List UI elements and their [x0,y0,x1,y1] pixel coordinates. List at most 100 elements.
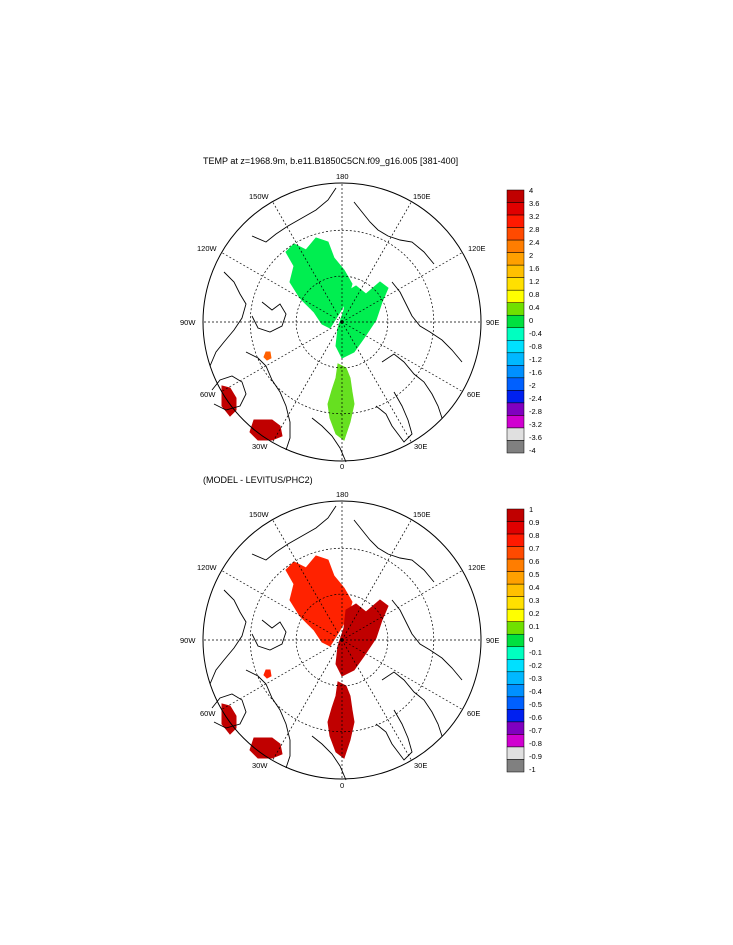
coastline [381,671,443,737]
map-boundary [202,182,482,462]
meridian-line [221,570,343,641]
meridian-line [221,252,343,323]
coastline [251,619,287,651]
data-field-layer [221,555,389,759]
cb2-label: -0.2 [529,661,542,670]
field-eurasian-basin [335,281,389,359]
panel2-title: (MODEL - LEVITUS/PHC2) [203,475,313,485]
p1-lon-120w: 120W [197,244,217,253]
meridian-line [272,519,343,641]
p2-lon-90w: 90W [180,636,196,645]
colorbar-swatch [506,633,525,648]
cb1-label: 3.6 [529,199,540,208]
cb1-label: 3.2 [529,212,540,221]
colorbar-swatch [506,759,525,773]
coastline [375,709,413,761]
cb2-label: 1 [529,505,534,514]
p1-lon-30e: 30E [414,442,428,451]
p2-lon-150w: 150W [249,510,269,519]
field-eurasian-basin [335,599,389,677]
colorbar-swatch [506,440,525,454]
coastline [245,351,291,451]
cb1-label: 1.2 [529,277,540,286]
meridian-line [341,252,463,323]
coastline [251,187,337,243]
cb1-label: -1.2 [529,355,542,364]
colorbar-swatch [506,721,525,735]
coastline-layer [209,187,463,463]
meridian-line [341,570,463,641]
colorbar-swatch [506,659,525,673]
p1-lon-0: 0 [340,462,345,471]
cb1-label: 4 [529,186,534,195]
p2-lon-90e: 90E [486,636,500,645]
p1-lon-60e: 60E [467,390,481,399]
coastline [245,669,291,769]
colorbar-swatch [506,696,525,710]
cb1-label: -3.2 [529,420,542,429]
cb1-label: 0.4 [529,303,540,312]
meridian-line [272,201,343,323]
p2-lon-150e: 150E [413,510,431,519]
cb1-label: -2.8 [529,407,542,416]
cb2-label: 0.7 [529,544,540,553]
cb2-label: 0.6 [529,557,540,566]
map-boundary [202,500,482,780]
coastline [211,693,247,729]
colorbar-swatch [506,684,525,698]
field-irminger [249,419,283,441]
cb1-label: -2.4 [529,394,542,403]
p1-lon-60w: 60W [200,390,216,399]
coastline [375,391,413,443]
meridian-line [221,321,343,392]
p1-lon-90w: 90W [180,318,196,327]
cb2-label: 0.3 [529,596,540,605]
p1-lon-120e: 120E [468,244,486,253]
cb2-label: -0.8 [529,739,542,748]
cb2-label: -0.1 [529,648,542,657]
colorbar-swatch [506,533,525,547]
colorbar-swatch [506,621,525,635]
cb1-label: 2.4 [529,238,540,247]
p2-lon-30w: 30W [252,761,268,770]
cb1-label: 2 [529,251,534,260]
coastline [311,417,347,463]
colorbar-swatch [506,558,525,572]
colorbar-swatch [506,671,525,685]
coastline [381,353,443,419]
coastline [209,271,247,367]
colorbar-swatch [506,746,525,760]
p2-lon-60e: 60E [467,709,481,718]
cb1-label: 0.8 [529,290,540,299]
latitude-circle [249,229,435,415]
coastline [391,281,463,363]
cb2-label: -1 [529,765,536,774]
p2-lon-120e: 120E [468,563,486,572]
field-baffin [263,351,272,361]
cb2-label: 0.8 [529,531,540,540]
colorbar-swatch [506,596,525,610]
field-nordic-seas [327,363,355,441]
cb2-label: 0.2 [529,609,540,618]
p2-lon-30e: 30E [414,761,428,770]
cb2-label: -0.6 [529,713,542,722]
coastline [353,201,435,265]
meridian-line [341,321,463,392]
coastline [251,301,287,333]
p1-lon-30w: 30W [252,442,268,451]
colorbar-swatch [506,734,525,748]
p2-lon-180: 180 [336,490,349,499]
cb1-label: -3.6 [529,433,542,442]
colorbar-swatch [506,521,525,535]
cb2-label: -0.3 [529,674,542,683]
cb2-label: 0.5 [529,570,540,579]
p2-lon-60w: 60W [200,709,216,718]
cb1-label: -4 [529,446,536,455]
field-nordic-seas [327,681,355,759]
colorbar-swatch [506,583,525,597]
p2-lon-0: 0 [340,781,345,790]
